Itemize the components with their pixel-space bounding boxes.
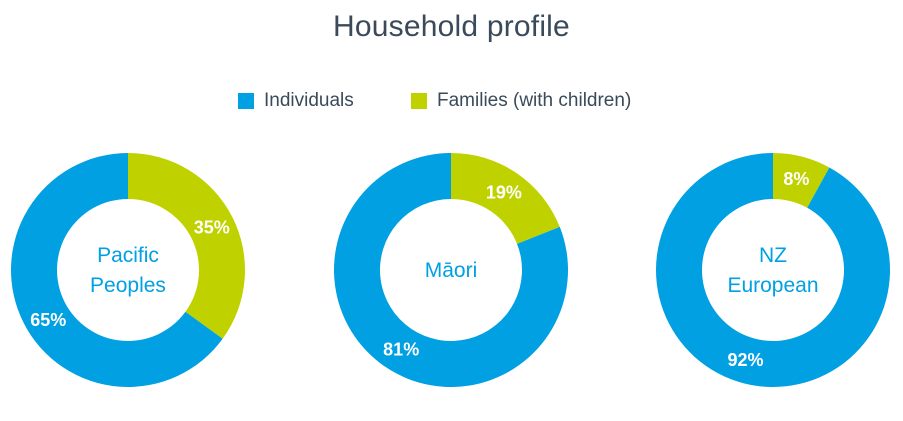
chart-legend: Individuals Families (with children) (0, 90, 903, 114)
donut-name-nz-european: NZ European (727, 244, 818, 297)
legend-swatch-families (411, 93, 427, 109)
legend-label-individuals: Individuals (264, 90, 354, 111)
donut-name-maori: Māori (425, 259, 478, 282)
label-families-maori: 19% (486, 182, 522, 202)
slice-individuals-maori (334, 153, 569, 387)
slice-individuals-pacific-peoples (10, 153, 223, 387)
chart-title: Household profile (333, 10, 570, 43)
donut-pacific-peoples: 35% 65% Pacific Peoples (10, 153, 245, 387)
donut-name-line: Peoples (90, 274, 166, 297)
donut-name-line: Māori (425, 259, 478, 282)
legend-item-individuals: Individuals (238, 90, 354, 112)
donut-name-pacific-peoples: Pacific Peoples (90, 244, 166, 297)
legend-label-families: Families (with children) (437, 90, 632, 111)
label-individuals-maori: 81% (383, 340, 419, 360)
donut-maori: 19% 81% Māori (334, 153, 569, 387)
legend-swatch-individuals (238, 93, 254, 109)
label-individuals-nz-european: 92% (728, 350, 764, 370)
donut-name-line: Pacific (97, 244, 159, 267)
label-families-nz-european: 8% (783, 169, 809, 189)
slice-individuals-nz-european (656, 153, 890, 387)
slice-families-nz-european (773, 153, 830, 208)
donut-nz-european: 8% 92% NZ European (656, 153, 890, 387)
slice-families-maori (451, 153, 560, 244)
label-families-pacific-peoples: 35% (194, 217, 230, 237)
label-individuals-pacific-peoples: 65% (30, 310, 66, 330)
slice-families-pacific-peoples (128, 153, 245, 339)
donut-name-line: NZ (759, 244, 787, 267)
legend-item-families: Families (with children) (411, 90, 631, 112)
donut-name-line: European (727, 274, 818, 297)
